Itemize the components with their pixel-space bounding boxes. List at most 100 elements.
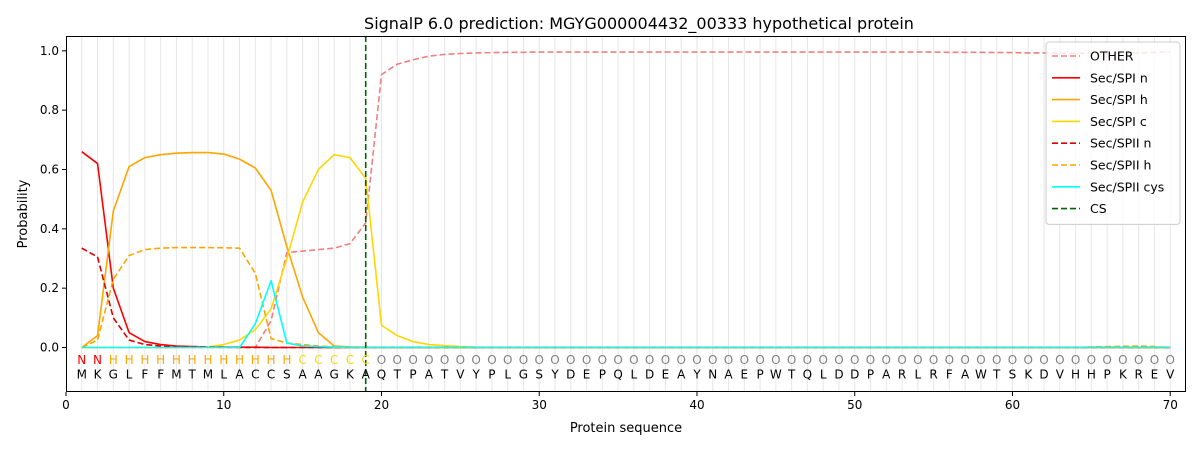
residue-letter: D — [566, 368, 575, 382]
series-layer — [81, 51, 1171, 349]
sequence-letters: NMNKHGHLHFHFHMHTHMHLHAHCHCHSCACACGCKCAOQ… — [77, 353, 1176, 382]
series-line — [81, 153, 1171, 349]
residue-letter: V — [456, 368, 465, 382]
residue-letter: A — [724, 368, 733, 382]
region-label: O — [724, 353, 733, 367]
residue-letter: V — [1166, 368, 1175, 382]
region-label: O — [1134, 353, 1143, 367]
region-label: O — [945, 353, 954, 367]
residue-letter: T — [992, 368, 1001, 382]
region-label: O — [487, 353, 496, 367]
region-label: H — [203, 353, 212, 367]
residue-letter: M — [171, 368, 181, 382]
legend-label: Sec/SPII n — [1090, 136, 1151, 151]
residue-letter: Q — [613, 368, 622, 382]
residue-letter: Q — [803, 368, 812, 382]
region-label: O — [1102, 353, 1111, 367]
region-label: O — [1118, 353, 1127, 367]
series-line — [81, 51, 1171, 349]
series-line — [81, 279, 1171, 349]
region-label: O — [408, 353, 417, 367]
y-tick-label: 0.8 — [40, 103, 59, 117]
x-tick-label: 70 — [1163, 398, 1178, 412]
region-label: O — [882, 353, 891, 367]
region-label: O — [850, 353, 859, 367]
region-label: O — [834, 353, 843, 367]
region-label: O — [1039, 353, 1048, 367]
region-label: O — [755, 353, 764, 367]
legend-label: OTHER — [1090, 49, 1134, 64]
residue-letter: S — [535, 368, 543, 382]
residue-letter: K — [1024, 368, 1033, 382]
region-label: O — [535, 353, 544, 367]
residue-letter: K — [346, 368, 355, 382]
residue-letter: W — [975, 368, 987, 382]
residue-letter: E — [662, 368, 670, 382]
region-label: O — [692, 353, 701, 367]
region-label: C — [298, 353, 306, 367]
region-label: H — [235, 353, 244, 367]
residue-letter: A — [299, 368, 308, 382]
region-label: O — [566, 353, 575, 367]
region-label: O — [471, 353, 480, 367]
residue-letter: W — [770, 368, 782, 382]
residue-letter: D — [1039, 368, 1048, 382]
region-label: O — [440, 353, 449, 367]
region-label: H — [109, 353, 118, 367]
axis-layer: 0 10 20 30 40 50 60 70 0.0 0.2 0.4 0.6 0.8 1.0 — [40, 44, 1178, 412]
residue-letter: M — [203, 368, 213, 382]
region-label: H — [282, 353, 291, 367]
y-tick-label: 0.0 — [40, 341, 59, 355]
region-label: H — [172, 353, 181, 367]
region-label: N — [93, 353, 102, 367]
residue-letter: F — [157, 368, 164, 382]
residue-letter: G — [519, 368, 528, 382]
legend-label: CS — [1090, 201, 1107, 216]
x-tick-label: 30 — [532, 398, 547, 412]
x-tick-label: 50 — [847, 398, 862, 412]
residue-letter: R — [898, 368, 906, 382]
y-axis-label: Probability — [16, 179, 31, 248]
y-tick-label: 0.2 — [40, 281, 59, 295]
residue-letter: Y — [692, 368, 701, 382]
residue-letter: L — [504, 368, 511, 382]
region-label: H — [267, 353, 276, 367]
region-label: O — [1055, 353, 1064, 367]
region-label: O — [645, 353, 654, 367]
region-label: O — [456, 353, 465, 367]
x-tick-label: 10 — [216, 398, 231, 412]
residue-letter: Q — [377, 368, 386, 382]
region-label: O — [519, 353, 528, 367]
residue-letter: K — [94, 368, 103, 382]
residue-letter: T — [188, 368, 197, 382]
residue-letter: A — [314, 368, 323, 382]
region-label: C — [346, 353, 354, 367]
legend-label: Sec/SPI c — [1090, 114, 1147, 129]
x-axis-label: Protein sequence — [570, 421, 682, 436]
region-label: O — [393, 353, 402, 367]
residue-letter: E — [1151, 368, 1159, 382]
plot-frame — [66, 36, 1186, 392]
residue-letter: C — [251, 368, 259, 382]
residue-letter: G — [330, 368, 339, 382]
legend-label: Sec/SPI h — [1090, 92, 1148, 107]
region-label: O — [550, 353, 559, 367]
region-label: O — [976, 353, 985, 367]
residue-letter: C — [267, 368, 275, 382]
region-label: O — [503, 353, 512, 367]
residue-letter: S — [1009, 368, 1017, 382]
residue-letter: A — [882, 368, 891, 382]
series-line — [81, 246, 1171, 349]
region-label: O — [1008, 353, 1017, 367]
region-label: O — [960, 353, 969, 367]
region-label: O — [1087, 353, 1096, 367]
region-label: O — [629, 353, 638, 367]
residue-letter: D — [834, 368, 843, 382]
residue-letter: T — [787, 368, 796, 382]
residue-letter: F — [946, 368, 953, 382]
region-label: H — [251, 353, 260, 367]
legend-label: Sec/SPII h — [1090, 158, 1151, 173]
y-tick-label: 1.0 — [40, 44, 59, 58]
legend-box — [1045, 41, 1181, 225]
